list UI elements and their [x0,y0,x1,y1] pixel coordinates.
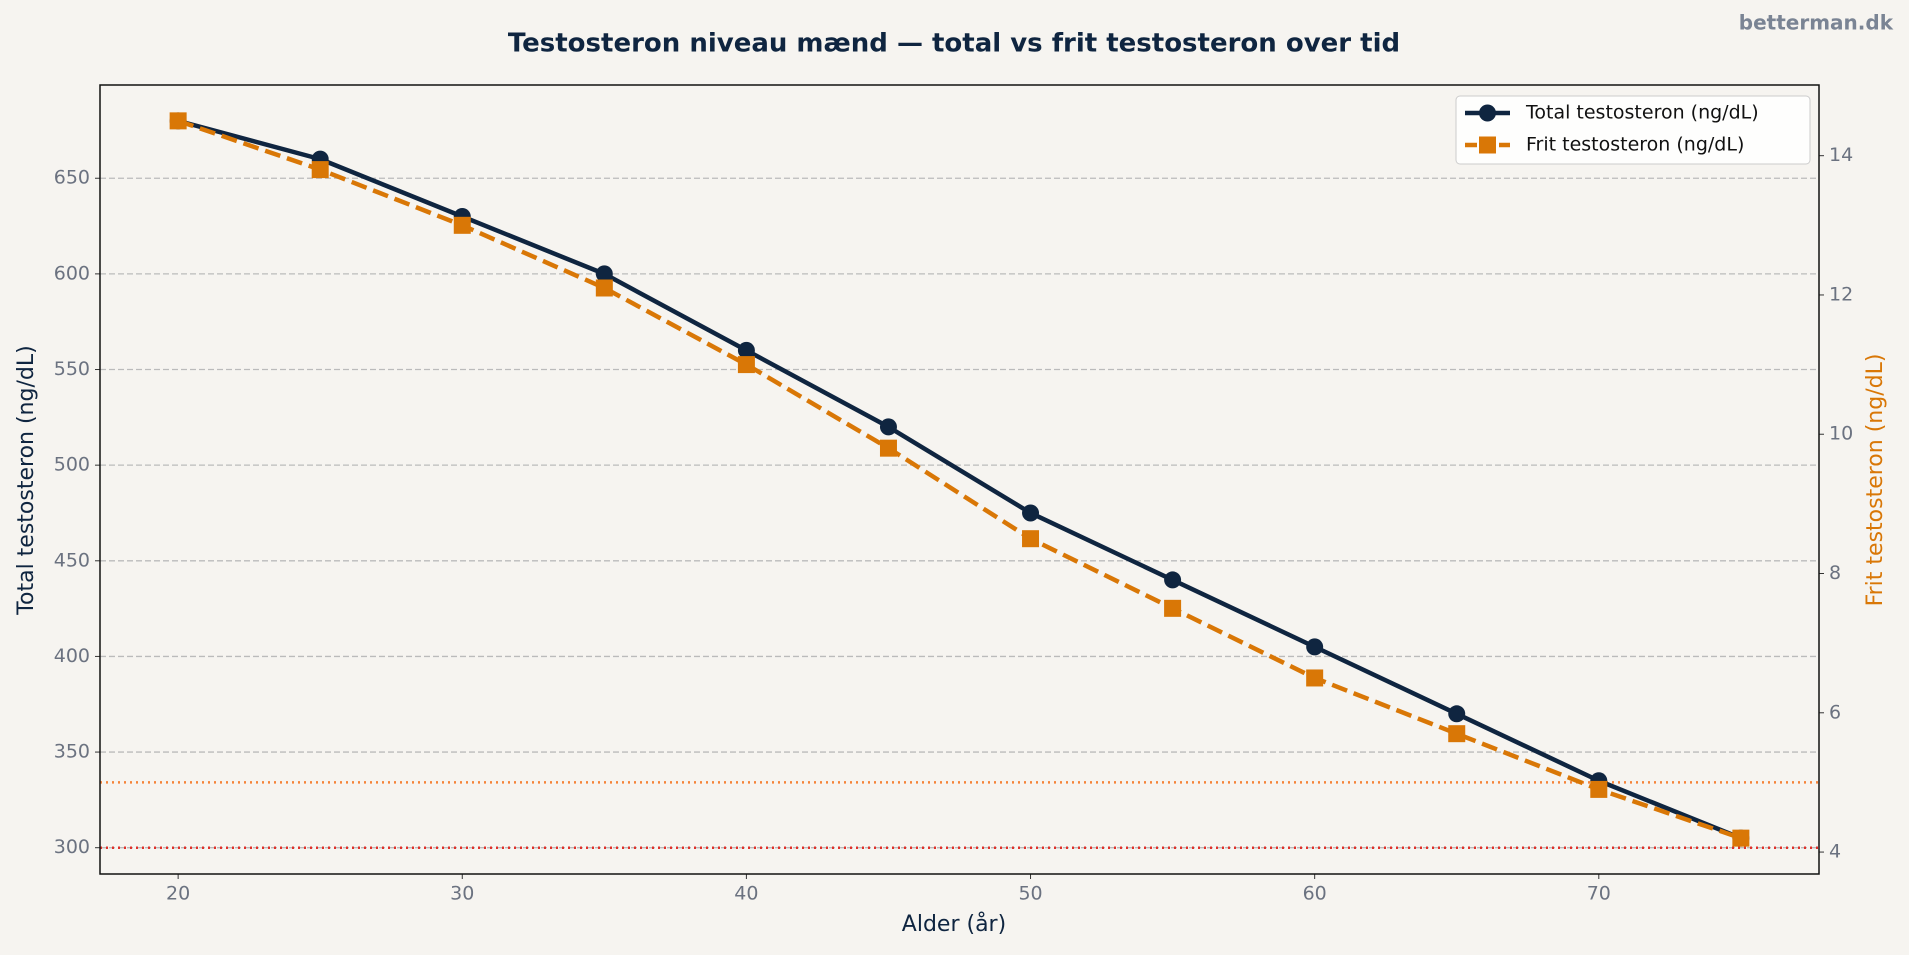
point [1306,638,1324,656]
x-tick-label: 40 [734,883,758,905]
y-axis-label: Total testosteron (ng/dL) [14,345,39,615]
point [879,418,897,436]
chart-title: Testosteron niveau mænd — total vs frit … [508,29,1400,59]
point [737,356,755,374]
legend-label: Frit testosteron (ng/dL) [1526,134,1744,156]
legend-marker [1479,104,1496,122]
x-tick-label: 20 [166,883,190,905]
series-line [177,118,1742,841]
series-line [177,118,1742,841]
y-tick-label: 550 [54,358,90,380]
x-tick-label: 50 [1018,883,1042,905]
point [453,216,471,234]
point [1022,504,1040,522]
y-tick-label: 450 [54,549,90,571]
y2-tick-label: 12 [1829,283,1853,305]
y-tick-label: 500 [54,454,90,476]
point [1590,780,1608,798]
legend-marker [1479,136,1496,154]
y2-tick-label: 10 [1829,423,1853,445]
y-tick-label: 400 [54,645,90,667]
point [1448,705,1466,723]
y2-tick-label: 8 [1829,562,1841,584]
point [1306,669,1324,687]
y2-tick-label: 6 [1829,701,1841,723]
y2-tick-label: 4 [1829,841,1841,863]
y-tick-label: 300 [54,836,90,858]
legend-label: Total testosteron (ng/dL) [1525,102,1759,124]
y-tick-label: 600 [54,262,90,284]
point [879,439,897,457]
legend-box [1455,95,1811,165]
point [737,341,755,359]
point [1732,829,1750,847]
point [311,161,329,179]
x-axis-label: Alder (år) [902,911,1006,937]
point [1164,571,1182,589]
y2-axis-label: Frit testosteron (ng/dL) [1863,354,1888,607]
x-tick-label: 70 [1587,883,1611,905]
point [595,265,613,283]
watermark: betterman.dk [1739,11,1894,35]
point [1022,530,1040,548]
x-tick-label: 30 [450,883,474,905]
y2-tick-label: 14 [1829,144,1853,166]
y-tick-label: 650 [54,167,90,189]
point [595,279,613,297]
point [169,112,187,130]
y-tick-label: 350 [54,741,90,763]
point [1164,599,1182,617]
plot-frame [99,84,1820,875]
x-tick-label: 60 [1303,883,1327,905]
point [1448,725,1466,743]
